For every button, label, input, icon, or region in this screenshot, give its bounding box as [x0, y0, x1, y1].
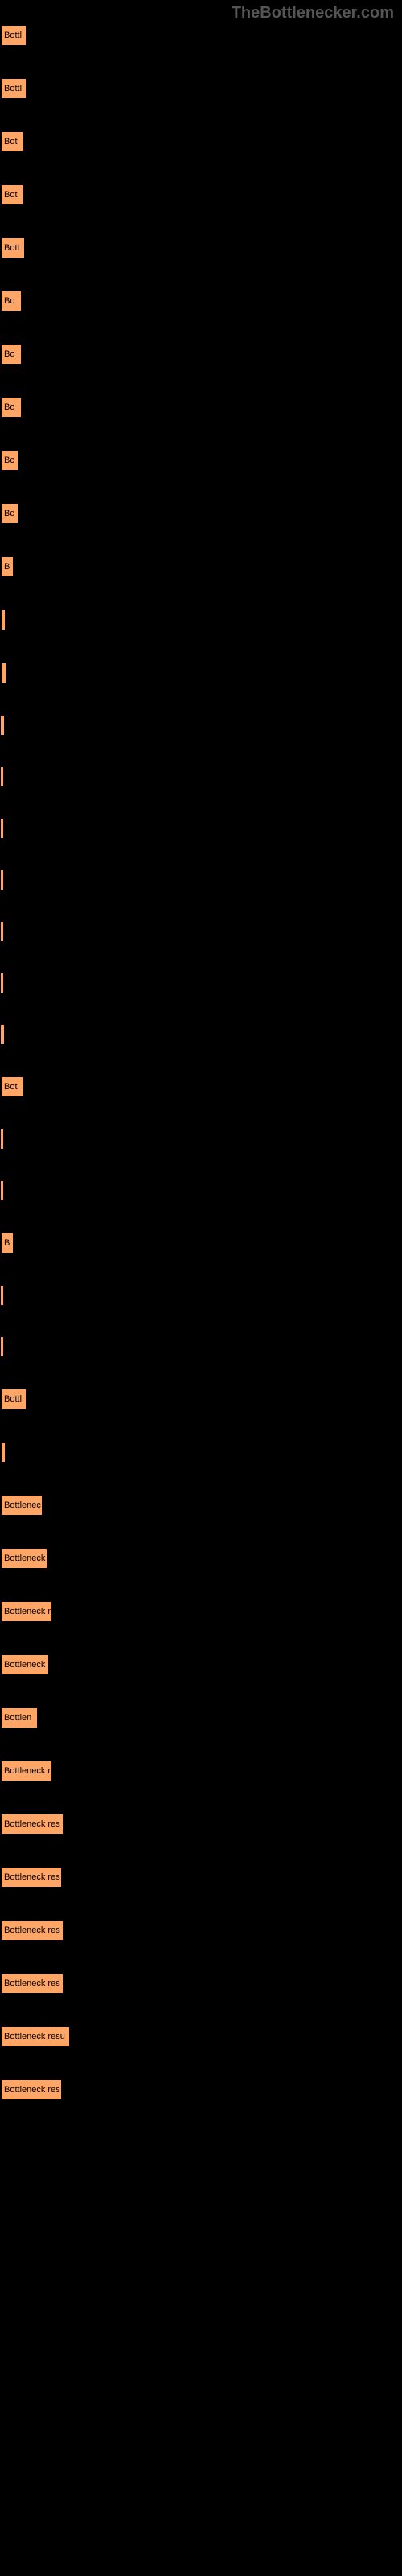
bar	[0, 1336, 4, 1357]
bar-row	[0, 1180, 402, 1201]
bar-row	[0, 1336, 402, 1357]
bar: B	[0, 555, 14, 578]
bar-row: Bot	[0, 1075, 402, 1098]
bar-row: Bottl	[0, 1388, 402, 1410]
bar	[0, 609, 6, 631]
bar-row	[0, 715, 402, 736]
bar-row	[0, 921, 402, 942]
bar: Bottleneck res	[0, 1919, 64, 1942]
watermark: TheBottlenecker.com	[232, 4, 394, 23]
bar: B	[0, 1232, 14, 1254]
bar-row	[0, 1285, 402, 1306]
bar	[0, 921, 4, 942]
bar-row: Bo	[0, 290, 402, 312]
bar: Bottleneck resu	[0, 2025, 71, 2048]
bar-row: Bottleneck r	[0, 1600, 402, 1623]
bar: Bottleneck r	[0, 1600, 53, 1623]
bar	[0, 662, 8, 684]
bar-chart: Bottl Bottl Bot Bot Bott Bo Bo Bo Bc Bc B Bot B Bottl…	[0, 0, 402, 2101]
bar	[0, 1024, 5, 1045]
bar-row: Bo	[0, 396, 402, 419]
bar-row: Bottleneck res	[0, 1813, 402, 1835]
bar: Bottleneck res	[0, 2079, 63, 2101]
bar: Bottleneck	[0, 1547, 48, 1570]
bar-row: Bc	[0, 502, 402, 525]
bar: Bc	[0, 502, 19, 525]
bar-row: Bottleneck r	[0, 1760, 402, 1782]
bar-row: Bottleneck	[0, 1547, 402, 1570]
bar-row	[0, 662, 402, 684]
bar-row: Bottleneck res	[0, 1866, 402, 1889]
bar-row: Bottleneck res	[0, 2079, 402, 2101]
bar	[0, 1129, 4, 1150]
bar	[0, 972, 4, 993]
bar-row	[0, 1024, 402, 1045]
bar: Bo	[0, 290, 23, 312]
bar-row	[0, 972, 402, 993]
bar-row	[0, 869, 402, 890]
bar: Bottlenec	[0, 1494, 43, 1517]
bar-row: Bot	[0, 184, 402, 206]
bar-row	[0, 818, 402, 839]
bar-row: Bottleneck res	[0, 1919, 402, 1942]
bar	[0, 869, 4, 890]
bar: Bo	[0, 396, 23, 419]
bar: Bottleneck r	[0, 1760, 53, 1782]
bar-row: B	[0, 555, 402, 578]
bar: Bottleneck res	[0, 1813, 64, 1835]
bar-row: Bo	[0, 343, 402, 365]
bar: Bot	[0, 1075, 24, 1098]
bar-row: Bottlen	[0, 1707, 402, 1729]
bar: Bottl	[0, 77, 27, 100]
bar	[0, 1180, 4, 1201]
bar	[0, 715, 5, 736]
bar: Bot	[0, 184, 24, 206]
bar	[0, 818, 4, 839]
bar	[0, 1285, 4, 1306]
bar-row: Bottleneck res	[0, 1972, 402, 1995]
bar: Bottlen	[0, 1707, 39, 1729]
bar: Bottleneck	[0, 1653, 50, 1676]
bar: Bottleneck res	[0, 1866, 63, 1889]
bar	[0, 1441, 6, 1463]
bar-row	[0, 766, 402, 787]
bar-row: Bottl	[0, 24, 402, 47]
bar: Bott	[0, 237, 26, 259]
bar-row: Bott	[0, 237, 402, 259]
bar-row: Bottleneck resu	[0, 2025, 402, 2048]
bar: Bo	[0, 343, 23, 365]
bar-row: Bottleneck	[0, 1653, 402, 1676]
bar: Bc	[0, 449, 19, 472]
bar: Bottleneck res	[0, 1972, 64, 1995]
bar-row: B	[0, 1232, 402, 1254]
bar: Bottl	[0, 24, 27, 47]
bar: Bottl	[0, 1388, 27, 1410]
bar-row: Bc	[0, 449, 402, 472]
bar-row: Bottlenec	[0, 1494, 402, 1517]
bar-row	[0, 609, 402, 631]
bar-row	[0, 1441, 402, 1463]
bar	[0, 766, 4, 787]
bar-row: Bot	[0, 130, 402, 153]
bar-row: Bottl	[0, 77, 402, 100]
bar: Bot	[0, 130, 24, 153]
bar-row	[0, 1129, 402, 1150]
